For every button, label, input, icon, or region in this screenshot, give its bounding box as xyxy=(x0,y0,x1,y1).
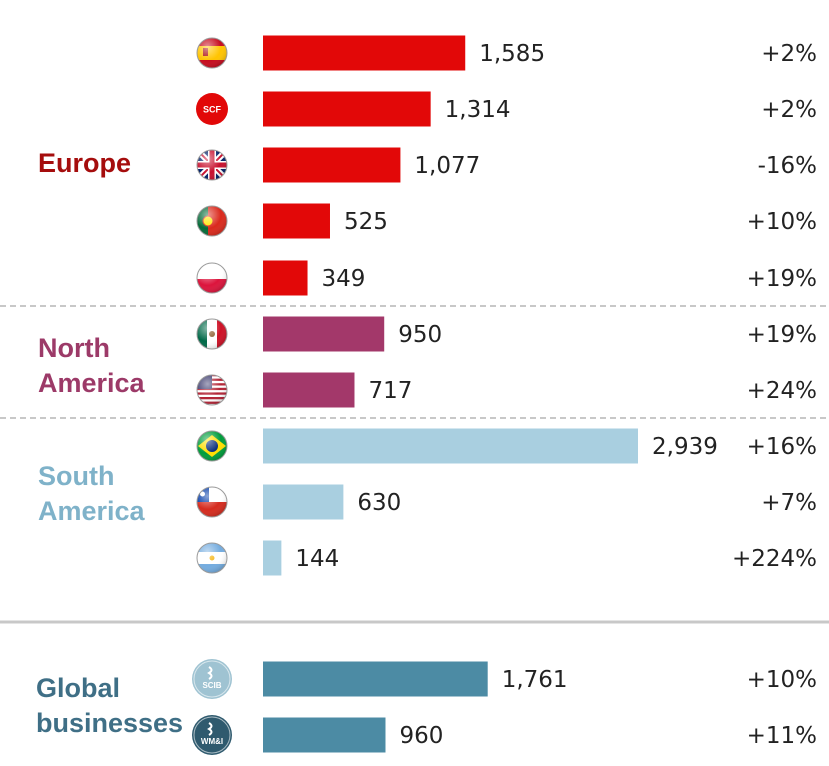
change-label: +16% xyxy=(747,434,817,460)
chile-flag-icon xyxy=(196,486,228,518)
bar-row: 630 +7% xyxy=(196,484,817,520)
spain-flag-icon xyxy=(196,37,228,69)
region-label-south-america: America xyxy=(38,496,146,526)
bar-south-america xyxy=(263,484,344,520)
brazil-flag-icon xyxy=(196,430,228,462)
bar-row: WM&I 960 +11% xyxy=(192,715,817,755)
scib-logo-icon: SCIB xyxy=(192,659,232,699)
value-label: 1,077 xyxy=(414,153,480,179)
change-label: +224% xyxy=(732,546,817,572)
logo-text: WM&I xyxy=(201,737,223,746)
value-label: 349 xyxy=(322,266,366,292)
bar-row: 349 +19% xyxy=(196,260,817,296)
change-label: +24% xyxy=(747,378,817,404)
value-label: 717 xyxy=(368,378,412,404)
change-label: +11% xyxy=(747,723,817,749)
bar-south-america xyxy=(263,428,638,464)
bar-row: 2,939 +16% xyxy=(196,428,817,464)
change-label: +10% xyxy=(747,667,817,693)
change-label: +2% xyxy=(761,41,817,67)
mexico-flag-icon xyxy=(196,318,228,350)
bar-europe xyxy=(263,203,330,239)
bar-global-businesses xyxy=(263,661,488,697)
value-label: 950 xyxy=(398,322,442,348)
wmi-logo-icon: WM&I xyxy=(192,715,232,755)
bar-global-businesses xyxy=(263,717,386,753)
change-label: +19% xyxy=(747,266,817,292)
change-label: +10% xyxy=(747,209,817,235)
region-label-south-america: South xyxy=(38,461,114,491)
bar-north-america xyxy=(263,316,385,352)
region-label-north-america: North xyxy=(38,333,110,363)
change-label: -16% xyxy=(758,153,817,179)
bar-europe xyxy=(263,147,401,183)
bar-row: SCIB 1,761 +10% xyxy=(192,659,817,699)
bar-row: 1,585 +2% xyxy=(196,35,817,71)
bar-row: 525 +10% xyxy=(196,203,817,239)
bar-row: 950 +19% xyxy=(196,316,817,352)
region-label-global-businesses: businesses xyxy=(36,708,183,738)
bar-europe xyxy=(263,35,466,71)
logo-text: SCF xyxy=(203,105,222,115)
change-label: +19% xyxy=(747,322,817,348)
region-label-north-america: America xyxy=(38,368,146,398)
bar-south-america xyxy=(263,540,282,576)
scf-logo-icon: SCF xyxy=(196,93,228,125)
value-label: 630 xyxy=(357,490,401,516)
value-label: 1,314 xyxy=(445,97,511,123)
value-label: 1,761 xyxy=(502,667,568,693)
usa-flag-icon xyxy=(196,374,228,406)
value-label: 525 xyxy=(344,209,388,235)
bar-north-america xyxy=(263,372,355,408)
logo-text: SCIB xyxy=(202,681,221,690)
value-label: 144 xyxy=(295,546,339,572)
bar-europe xyxy=(263,91,431,127)
change-label: +2% xyxy=(761,97,817,123)
argentina-flag-icon xyxy=(196,542,228,574)
bar-row: 717 +24% xyxy=(196,372,817,408)
bar-row: SCF 1,314 +2% xyxy=(196,91,817,127)
portugal-flag-icon xyxy=(196,205,228,237)
poland-flag-icon xyxy=(196,262,228,294)
change-label: +7% xyxy=(761,490,817,516)
region-label-europe: Europe xyxy=(38,148,131,178)
value-label: 1,585 xyxy=(479,41,545,67)
uk-flag-icon xyxy=(196,149,228,181)
bar-row: 144 +224% xyxy=(196,540,817,576)
region-label-global-businesses: Global xyxy=(36,673,120,703)
bar-row: 1,077 -16% xyxy=(196,147,817,183)
bar-europe xyxy=(263,260,308,296)
value-label: 2,939 xyxy=(652,434,718,460)
value-label: 960 xyxy=(399,723,443,749)
